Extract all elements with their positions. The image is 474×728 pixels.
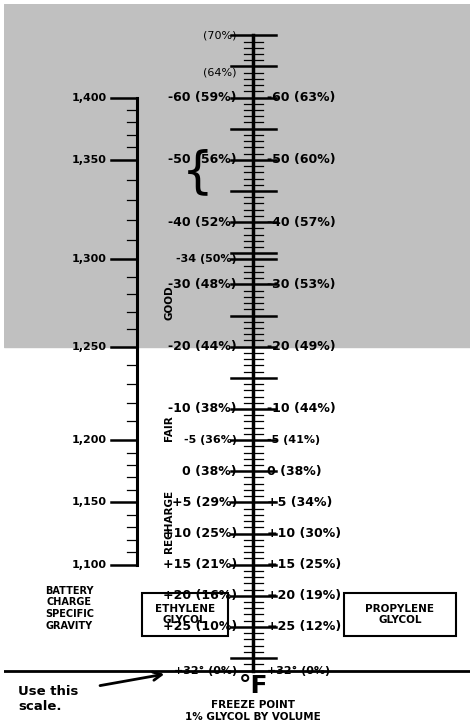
Text: +10 (30%): +10 (30%) <box>267 527 341 540</box>
Text: 0 (38%): 0 (38%) <box>267 464 322 478</box>
Text: -30 (48%): -30 (48%) <box>168 278 237 291</box>
Text: +15 (25%): +15 (25%) <box>267 558 342 571</box>
Text: +32° (0%): +32° (0%) <box>267 665 330 676</box>
Text: 1,100: 1,100 <box>72 560 107 569</box>
Text: +20 (16%): +20 (16%) <box>163 589 237 602</box>
Text: +25 (10%): +25 (10%) <box>163 620 237 633</box>
Text: +5 (29%): +5 (29%) <box>172 496 237 509</box>
Text: +25 (12%): +25 (12%) <box>267 620 342 633</box>
Text: -34 (50%): -34 (50%) <box>176 255 237 264</box>
Text: +32° (0%): +32° (0%) <box>174 665 237 676</box>
Text: +10 (25%): +10 (25%) <box>163 527 237 540</box>
Text: GOOD: GOOD <box>164 286 174 320</box>
Text: -40 (57%): -40 (57%) <box>267 215 336 229</box>
Text: {: { <box>182 149 213 197</box>
Text: 1,250: 1,250 <box>72 341 107 352</box>
Text: +15 (21%): +15 (21%) <box>163 558 237 571</box>
Text: -5 (36%): -5 (36%) <box>184 435 237 445</box>
Text: BATTERY
CHARGE
SPECIFIC
GRAVITY: BATTERY CHARGE SPECIFIC GRAVITY <box>45 586 94 630</box>
Text: (64%): (64%) <box>203 68 237 78</box>
Text: Use this
scale.: Use this scale. <box>18 684 79 713</box>
Text: 1,200: 1,200 <box>72 435 107 445</box>
Text: ETHYLENE
GLYCOL: ETHYLENE GLYCOL <box>155 604 215 625</box>
Bar <box>142 593 228 636</box>
Text: -20 (49%): -20 (49%) <box>267 340 336 353</box>
Text: -20 (44%): -20 (44%) <box>168 340 237 353</box>
Text: -30 (53%): -30 (53%) <box>267 278 336 291</box>
Text: FAIR: FAIR <box>164 415 174 440</box>
Text: 1,350: 1,350 <box>72 155 107 165</box>
Bar <box>344 593 456 636</box>
Text: -40 (52%): -40 (52%) <box>168 215 237 229</box>
Text: -10 (38%): -10 (38%) <box>168 403 237 416</box>
Text: +20 (19%): +20 (19%) <box>267 589 341 602</box>
Text: -50 (56%): -50 (56%) <box>168 154 237 167</box>
Text: -10 (44%): -10 (44%) <box>267 403 336 416</box>
Text: (70%): (70%) <box>203 31 237 40</box>
Text: 0 (38%): 0 (38%) <box>182 464 237 478</box>
Text: 1,150: 1,150 <box>72 497 107 507</box>
Text: RECHARGE: RECHARGE <box>164 489 174 553</box>
Text: °F: °F <box>238 674 268 698</box>
Text: -5 (41%): -5 (41%) <box>267 435 320 445</box>
Bar <box>4 4 470 347</box>
Text: 1,300: 1,300 <box>72 255 107 264</box>
Text: FREEZE POINT
1% GLYCOL BY VOLUME: FREEZE POINT 1% GLYCOL BY VOLUME <box>185 700 321 721</box>
Text: PROPYLENE
GLYCOL: PROPYLENE GLYCOL <box>365 604 435 625</box>
Text: -50 (60%): -50 (60%) <box>267 154 336 167</box>
Text: -60 (59%): -60 (59%) <box>168 91 237 104</box>
Text: -60 (63%): -60 (63%) <box>267 91 336 104</box>
Text: 1,400: 1,400 <box>72 92 107 103</box>
Text: +5 (34%): +5 (34%) <box>267 496 333 509</box>
